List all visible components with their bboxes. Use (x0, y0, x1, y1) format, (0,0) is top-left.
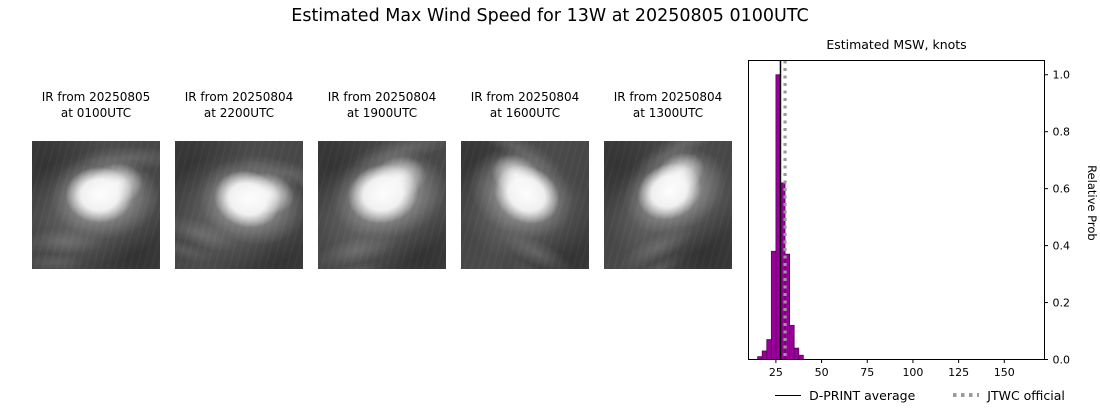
x-tick-label: 125 (948, 366, 969, 379)
histogram-bar (798, 354, 804, 360)
y-tick-label: 0.2 (1053, 297, 1071, 310)
ir-panel-label: IR from 20250804 at 1600UTC (471, 90, 580, 121)
ir-panel-label-line2: at 1600UTC (489, 105, 561, 120)
ir-panel-label-line1: IR from 20250804 (184, 90, 294, 104)
ir-panel: IR from 20250804 at 1900UTC (318, 90, 446, 269)
ir-panel: IR from 20250804 at 1300UTC (604, 90, 732, 269)
legend-label-jtwc: JTWC official (987, 387, 1065, 403)
ir-panel-label-line1: IR from 20250804 (613, 90, 723, 104)
ir-panel-label-line1: IR from 20250804 (470, 90, 580, 104)
plot-border (748, 60, 1045, 360)
ir-panel-label: IR from 20250805 at 0100UTC (42, 90, 151, 121)
histogram-bar (789, 324, 795, 360)
dprint-line-swatch-icon (775, 394, 802, 396)
chart-title: Estimated MSW, knots (826, 37, 967, 52)
x-tick-label: 100 (902, 366, 923, 379)
legend-item-dprint: D-PRINT average (775, 388, 915, 403)
ir-satellite-image (604, 141, 732, 269)
ir-panel-label-line2: at 2200UTC (203, 105, 275, 120)
x-tick-label: 150 (994, 366, 1015, 379)
ir-panel-label: IR from 20250804 at 1900UTC (328, 90, 437, 121)
histogram-bar (793, 347, 800, 360)
y-tick-label: 0.6 (1053, 183, 1071, 196)
ir-satellite-image (32, 141, 160, 269)
histogram-bar (766, 339, 772, 360)
ir-satellite-image (461, 141, 589, 269)
ir-panel-label-line1: IR from 20250805 (41, 90, 151, 104)
y-axis-label: Relative Prob (1085, 165, 1099, 241)
y-tick-label: 1.0 (1053, 69, 1071, 82)
y-tick-label: 0.8 (1053, 126, 1071, 139)
y-tick-label: 0.0 (1053, 354, 1071, 367)
legend: D-PRINT average JTWC official (744, 385, 1096, 405)
ir-panel-label-line2: at 0100UTC (60, 105, 132, 120)
histogram-bar (761, 350, 768, 360)
legend-item-jtwc: JTWC official (953, 388, 1065, 403)
ir-satellite-image (318, 141, 446, 269)
x-tick-label: 75 (860, 366, 874, 379)
ir-panel-label-line2: at 1300UTC (632, 105, 704, 120)
x-tick-label: 50 (815, 366, 829, 379)
legend-label-dprint: D-PRINT average (809, 387, 916, 403)
ir-panel: IR from 20250805 at 0100UTC (32, 90, 160, 269)
page-title: Estimated Max Wind Speed for 13W at 2025… (291, 6, 809, 26)
histogram-bar (784, 253, 791, 360)
ir-panel: IR from 20250804 at 2200UTC (175, 90, 303, 269)
ir-panel-row: IR from 20250805 at 0100UTC IR from 2025… (32, 90, 732, 269)
ir-panel-label: IR from 20250804 at 1300UTC (614, 90, 723, 121)
histogram-plot: 25 50 75 100 125 150 0.0 0.2 0.4 0.6 0.8 1.0 Relativ… (748, 60, 1099, 379)
ir-panel-label-line1: IR from 20250804 (327, 90, 437, 104)
ir-panel: IR from 20250804 at 1600UTC (461, 90, 589, 269)
ir-satellite-image (175, 141, 303, 269)
y-tick-label: 0.4 (1053, 240, 1071, 253)
jtwc-dotted-swatch-icon (953, 393, 980, 397)
histogram-bar (770, 250, 777, 360)
ir-panel-label-line2: at 1900UTC (346, 105, 418, 120)
x-tick-label: 25 (769, 366, 783, 379)
ir-panel-label: IR from 20250804 at 2200UTC (185, 90, 294, 121)
